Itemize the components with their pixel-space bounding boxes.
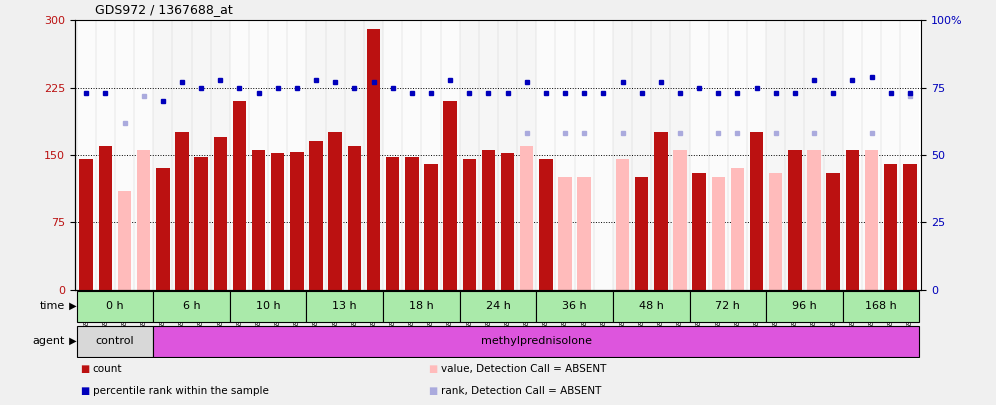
Bar xyxy=(230,291,307,322)
Bar xyxy=(711,177,725,290)
Bar xyxy=(307,20,383,290)
Bar xyxy=(383,291,460,322)
Bar xyxy=(230,20,307,290)
Bar xyxy=(329,132,342,290)
Bar xyxy=(539,160,553,290)
Text: control: control xyxy=(96,335,134,345)
Bar xyxy=(501,153,514,290)
Text: 13 h: 13 h xyxy=(333,301,358,311)
Text: 10 h: 10 h xyxy=(256,301,281,311)
Bar xyxy=(348,146,361,290)
Bar xyxy=(118,191,131,290)
Text: agent: agent xyxy=(32,335,65,345)
Bar xyxy=(307,291,383,322)
Text: ■: ■ xyxy=(80,386,89,396)
Text: value, Detection Call = ABSENT: value, Detection Call = ABSENT xyxy=(441,364,607,374)
Bar xyxy=(290,152,304,290)
Bar xyxy=(616,160,629,290)
Bar xyxy=(233,101,246,290)
Bar xyxy=(77,326,153,357)
Bar xyxy=(750,132,763,290)
Text: GDS972 / 1367688_at: GDS972 / 1367688_at xyxy=(95,3,232,16)
Bar xyxy=(213,137,227,290)
Bar xyxy=(99,146,112,290)
Bar xyxy=(386,157,399,290)
Bar xyxy=(460,20,536,290)
Bar xyxy=(520,146,534,290)
Bar xyxy=(536,20,613,290)
Bar xyxy=(405,157,418,290)
Bar xyxy=(673,150,686,290)
Bar xyxy=(769,173,783,290)
Bar xyxy=(903,173,916,290)
Text: ■: ■ xyxy=(428,386,437,396)
Bar xyxy=(175,132,188,290)
Text: ▶: ▶ xyxy=(66,301,77,311)
Bar xyxy=(766,291,843,322)
Bar xyxy=(559,177,572,290)
Text: 168 h: 168 h xyxy=(866,301,897,311)
Bar xyxy=(443,101,457,290)
Text: 96 h: 96 h xyxy=(792,301,817,311)
Text: 48 h: 48 h xyxy=(638,301,663,311)
Text: 6 h: 6 h xyxy=(182,301,200,311)
Bar xyxy=(903,164,916,290)
Bar xyxy=(788,150,802,290)
Bar xyxy=(884,164,897,290)
Bar xyxy=(80,160,93,290)
Text: rank, Detection Call = ABSENT: rank, Detection Call = ABSENT xyxy=(441,386,602,396)
Bar xyxy=(865,150,878,290)
Bar xyxy=(578,177,591,290)
Bar xyxy=(153,20,230,290)
Text: 0 h: 0 h xyxy=(107,301,124,311)
Bar xyxy=(635,177,648,290)
Text: 72 h: 72 h xyxy=(715,301,740,311)
Text: methylprednisolone: methylprednisolone xyxy=(481,335,592,345)
Text: count: count xyxy=(93,364,123,374)
Bar xyxy=(827,173,840,290)
Bar xyxy=(843,20,919,290)
Text: ■: ■ xyxy=(428,364,437,374)
Bar xyxy=(77,291,153,322)
Text: 36 h: 36 h xyxy=(563,301,587,311)
Text: ■: ■ xyxy=(80,364,89,374)
Bar xyxy=(271,153,285,290)
Bar xyxy=(137,150,150,290)
Text: ▶: ▶ xyxy=(66,335,77,345)
Bar xyxy=(731,168,744,290)
Bar xyxy=(808,150,821,290)
Bar xyxy=(194,157,208,290)
Bar xyxy=(846,150,860,290)
Bar xyxy=(654,132,667,290)
Bar xyxy=(536,291,613,322)
Text: 24 h: 24 h xyxy=(486,301,510,311)
Bar xyxy=(689,20,766,290)
Bar xyxy=(689,291,766,322)
Text: time: time xyxy=(40,301,65,311)
Bar xyxy=(462,160,476,290)
Bar xyxy=(424,164,437,290)
Bar xyxy=(77,20,153,290)
Text: percentile rank within the sample: percentile rank within the sample xyxy=(93,386,269,396)
Bar xyxy=(843,291,919,322)
Bar xyxy=(153,291,230,322)
Bar xyxy=(383,20,460,290)
Bar xyxy=(460,291,536,322)
Bar xyxy=(310,141,323,290)
Bar xyxy=(766,20,843,290)
Bar xyxy=(156,168,169,290)
Text: 18 h: 18 h xyxy=(409,301,434,311)
Bar xyxy=(613,20,689,290)
Bar xyxy=(613,291,689,322)
Bar xyxy=(252,150,265,290)
Bar xyxy=(367,29,380,290)
Bar xyxy=(482,150,495,290)
Bar xyxy=(692,173,706,290)
